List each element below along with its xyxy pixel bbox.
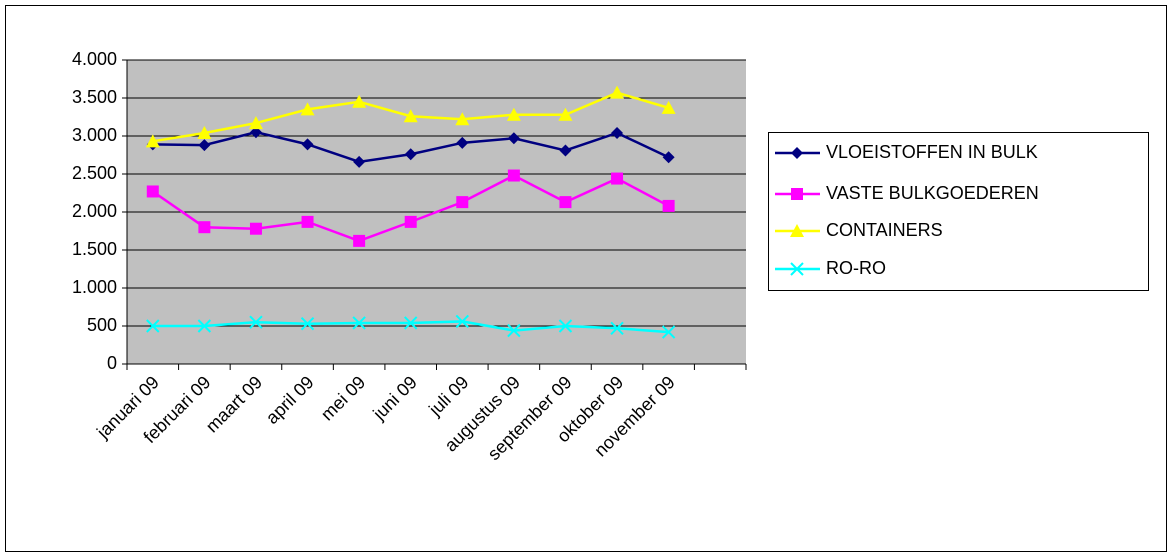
point [197, 125, 212, 139]
point [301, 215, 314, 228]
y-tick-label: 500 [87, 315, 117, 335]
point [558, 319, 573, 333]
point [611, 172, 624, 185]
y-tick-label: 1.000 [72, 277, 117, 297]
y-tick-label: 4.000 [72, 49, 117, 69]
legend-label: VLOEISTOFFEN IN BULK [826, 142, 1038, 162]
legend-marker [790, 224, 804, 237]
point [662, 199, 675, 212]
point [198, 139, 211, 152]
point [455, 314, 469, 329]
point [352, 316, 366, 330]
point [404, 316, 418, 330]
point [507, 323, 521, 338]
point [661, 100, 676, 114]
point [661, 325, 676, 339]
point [662, 151, 675, 164]
point [146, 319, 160, 333]
point [248, 116, 263, 130]
y-tick-label: 3.500 [72, 87, 117, 107]
point [197, 319, 212, 333]
point [146, 185, 159, 198]
point [559, 144, 572, 157]
point [506, 107, 521, 121]
legend-label: CONTAINERS [826, 220, 943, 240]
point [249, 126, 262, 139]
point [456, 136, 469, 149]
point [507, 132, 520, 145]
legend-marker [791, 188, 803, 200]
point [611, 126, 624, 139]
point [145, 134, 160, 148]
point [249, 222, 262, 235]
point [352, 94, 367, 108]
legend-label: VASTE BULKGOEDEREN [826, 183, 1039, 203]
legend-marker [791, 147, 803, 159]
point [404, 148, 417, 161]
y-tick-label: 2.500 [72, 163, 117, 183]
point [300, 317, 315, 331]
point [610, 321, 624, 335]
y-tick-label: 1.500 [72, 239, 117, 259]
point [198, 221, 211, 234]
point [559, 196, 572, 209]
point [249, 315, 263, 329]
y-tick-label: 3.000 [72, 125, 117, 145]
point [353, 155, 366, 168]
point [301, 138, 314, 151]
point [404, 215, 417, 228]
legend-marker [790, 262, 804, 276]
point [300, 102, 315, 116]
point [403, 109, 418, 123]
point [455, 112, 470, 126]
point [507, 169, 520, 182]
point [353, 234, 366, 247]
y-tick-label: 0 [107, 353, 117, 373]
legend [768, 132, 1149, 291]
point [610, 85, 625, 99]
legend-label: RO-RO [826, 258, 886, 278]
point [456, 196, 469, 209]
point [558, 107, 573, 121]
y-tick-label: 2.000 [72, 201, 117, 221]
